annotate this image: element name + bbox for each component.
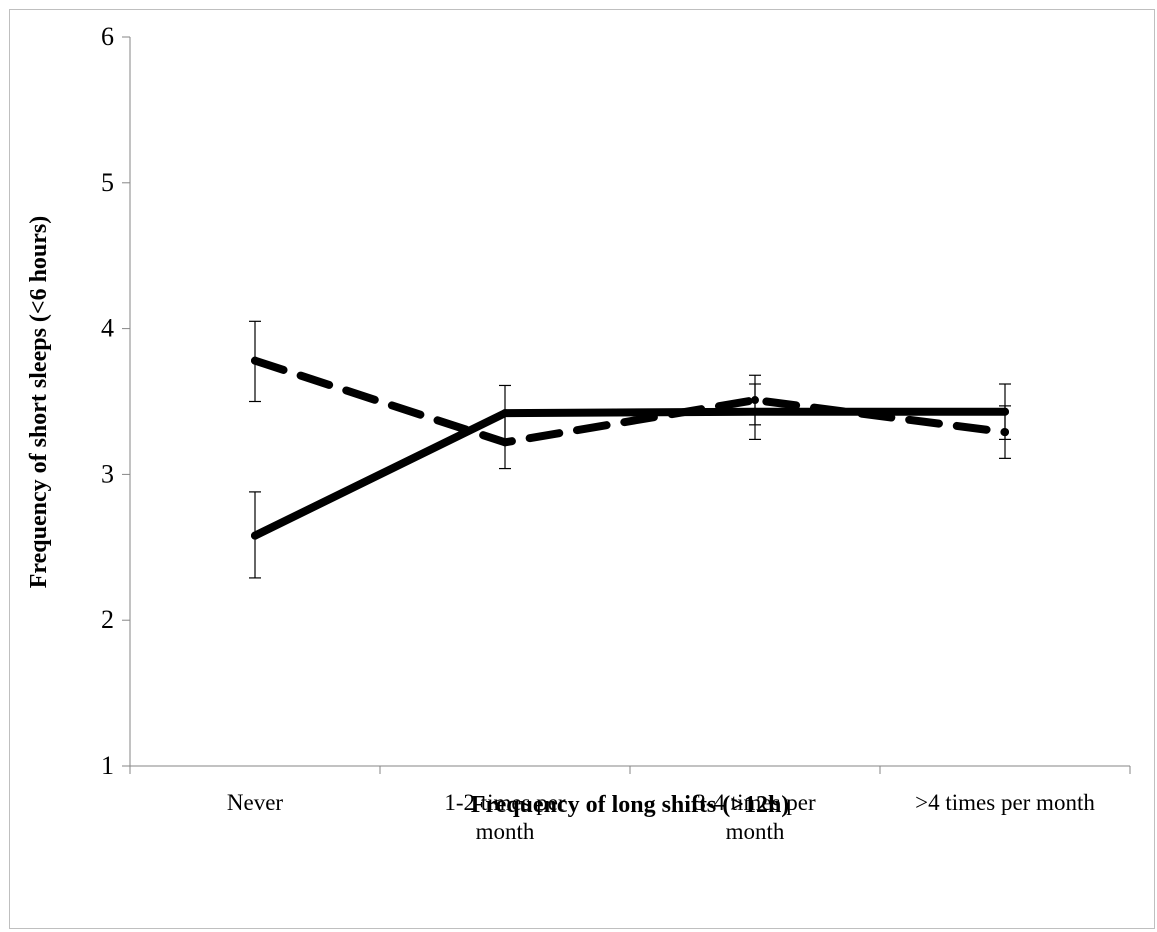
data-point: [1001, 428, 1009, 437]
x-axis-title: Frequency of long shifts (>12h): [471, 792, 790, 818]
y-axis-ticks: 1 2 3 4 5 6: [101, 22, 130, 780]
x-tick-label: 1-2 times per month: [444, 790, 566, 844]
series-line-dashed: [251, 356, 1009, 447]
series-solid: [249, 383, 1011, 579]
x-tick-label: >4 times per month: [915, 790, 1095, 815]
x-tick-label: 3-4 times per month: [694, 790, 816, 844]
data-point: [751, 396, 759, 405]
x-axis-ticks: Never 1-2 times per month 3-4 times per mont…: [129, 766, 1131, 844]
y-axis-title: Frequency of short sleeps (<6 hours): [26, 216, 52, 589]
chart-frame: [9, 9, 1155, 929]
y-tick-label: 2: [101, 605, 114, 634]
data-point: [251, 356, 259, 365]
y-tick-label: 1: [101, 751, 114, 780]
x-tick-label: Never: [227, 790, 284, 815]
data-point: [501, 438, 509, 447]
data-point: [251, 531, 259, 540]
y-tick-label: 6: [101, 22, 114, 51]
y-tick-label: 5: [101, 168, 114, 197]
y-tick-label: 3: [101, 459, 114, 488]
y-tick-label: 4: [101, 314, 114, 343]
series-dashed: [249, 320, 1011, 470]
series-layer: [249, 320, 1011, 579]
axes: [129, 37, 1130, 767]
series-line-solid: [251, 407, 1009, 540]
data-point: [501, 409, 509, 418]
